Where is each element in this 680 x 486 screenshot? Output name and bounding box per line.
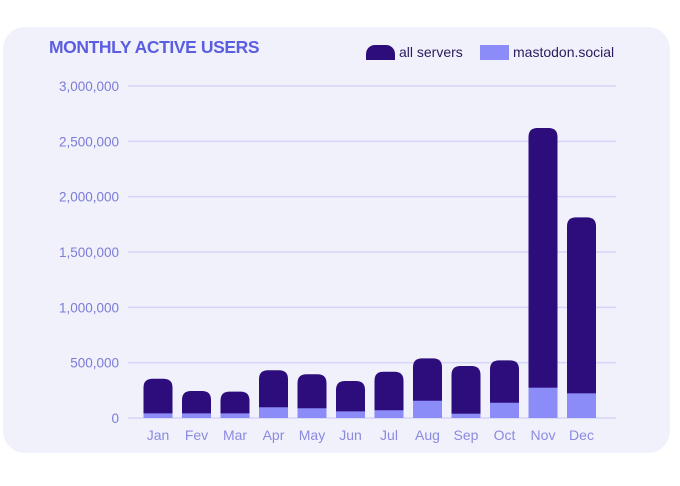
chart-title: MONTHLY ACTIVE USERS xyxy=(49,37,260,57)
legend-item-mastodon-social[interactable]: mastodon.social xyxy=(480,44,614,60)
bar-all-servers-sep[interactable] xyxy=(451,365,481,418)
y-tick-label: 500,000 xyxy=(70,356,119,371)
x-axis-labels: Jan Fev Mar Apr May Jun Jul Aug Sep Oct Nov Dec xyxy=(147,427,594,443)
legend-swatch-mastodon-social xyxy=(480,44,509,60)
y-tick-label: 2,500,000 xyxy=(59,134,119,149)
x-tick-label: Jun xyxy=(339,427,362,443)
bar-mastodon-social-mar[interactable] xyxy=(220,413,250,418)
y-tick-label: 1,500,000 xyxy=(59,245,119,260)
y-axis-labels: 0 500,000 1,000,000 1,500,000 2,000,000 2,500… xyxy=(59,79,119,426)
bar-mastodon-social-nov[interactable] xyxy=(528,387,558,418)
bar-all-servers-dec[interactable] xyxy=(567,217,596,418)
bars xyxy=(143,128,596,418)
x-tick-label: May xyxy=(299,427,325,443)
bar-mastodon-social-dec[interactable] xyxy=(567,393,596,418)
x-tick-label: Dec xyxy=(569,427,594,443)
bar-mastodon-social-aug[interactable] xyxy=(413,400,442,418)
bar-mastodon-social-sep[interactable] xyxy=(451,413,481,418)
x-tick-label: Nov xyxy=(531,427,556,443)
bar-all-servers-nov[interactable] xyxy=(528,128,558,418)
x-tick-label: Jul xyxy=(380,427,398,443)
y-tick-label: 3,000,000 xyxy=(59,79,119,94)
bar-all-servers-jan[interactable] xyxy=(143,378,173,418)
bar-mastodon-social-may[interactable] xyxy=(297,408,327,418)
x-tick-label: Fev xyxy=(185,427,208,443)
bar-all-servers-mar[interactable] xyxy=(220,391,250,418)
legend-label-mastodon-social: mastodon.social xyxy=(513,44,615,60)
bar-mastodon-social-apr[interactable] xyxy=(259,407,288,418)
x-tick-label: Oct xyxy=(494,427,516,443)
bar-mastodon-social-fev[interactable] xyxy=(182,413,211,418)
bar-all-servers-jun[interactable] xyxy=(336,381,365,418)
bar-mastodon-social-jun[interactable] xyxy=(336,411,365,418)
legend-item-all-servers[interactable]: all servers xyxy=(366,44,463,60)
bar-mastodon-social-jul[interactable] xyxy=(374,410,404,418)
x-tick-label: Jan xyxy=(147,427,170,443)
bar-mastodon-social-jan[interactable] xyxy=(143,413,173,418)
x-tick-label: Sep xyxy=(454,427,479,443)
y-tick-label: 0 xyxy=(111,411,119,426)
legend-swatch-all-servers xyxy=(366,44,395,60)
y-tick-label: 2,000,000 xyxy=(59,190,119,205)
bar-all-servers-apr[interactable] xyxy=(259,370,288,418)
legend-label-all-servers: all servers xyxy=(399,44,463,60)
y-tick-label: 1,000,000 xyxy=(59,300,119,315)
bar-mastodon-social-oct[interactable] xyxy=(490,402,519,418)
bar-all-servers-fev[interactable] xyxy=(182,390,211,418)
x-tick-label: Aug xyxy=(415,427,440,443)
bar-all-servers-jul[interactable] xyxy=(374,371,404,418)
bar-all-servers-may[interactable] xyxy=(297,374,327,418)
x-tick-label: Mar xyxy=(223,427,247,443)
x-tick-label: Apr xyxy=(263,427,285,443)
chart-card xyxy=(3,27,670,453)
